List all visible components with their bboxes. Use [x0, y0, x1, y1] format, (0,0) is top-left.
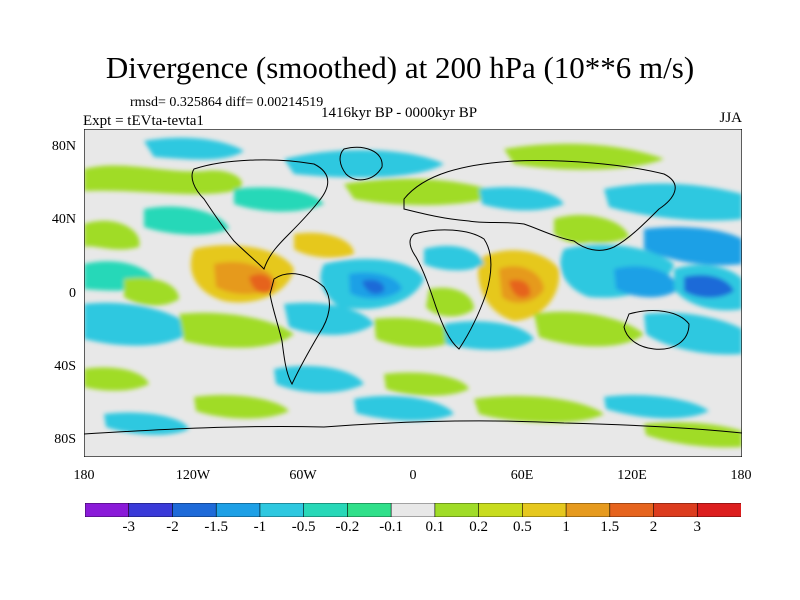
colorbar-swatch: [609, 503, 655, 517]
colorbar-label: 0.1: [425, 519, 445, 535]
lon-label-120w: 120W: [175, 468, 211, 483]
colorbar-label: 0.2: [469, 519, 488, 535]
lon-label-180-east: 180: [730, 468, 752, 483]
colorbar-swatch: [85, 503, 130, 517]
contour-region: [509, 279, 531, 298]
contour-region: [294, 232, 354, 258]
contour-region: [144, 137, 244, 160]
colorbar-label: 2: [649, 519, 658, 535]
south-america-outline: [269, 273, 330, 386]
colorbar-label: -0.2: [335, 519, 360, 535]
colorbar-swatch: [303, 503, 349, 517]
colorbar-swatch: [347, 503, 392, 517]
lat-label-40s: 40S: [54, 359, 76, 374]
plot-title: Divergence (smoothed) at 200 hPa (10**6 …: [105, 50, 695, 85]
lat-label-80n: 80N: [51, 139, 76, 154]
colorbar-label: -0.1: [379, 519, 403, 535]
lon-label-60e: 60E: [510, 468, 534, 483]
contour-region: [284, 149, 444, 178]
contour-region: [124, 277, 179, 306]
contour-fields: [84, 137, 742, 448]
africa-outline: [409, 229, 492, 350]
contour-region: [362, 279, 385, 294]
coastlines: [84, 146, 742, 435]
colorbar-label: -1: [253, 519, 267, 535]
contour-region: [284, 302, 374, 335]
colorbar-label: -3: [122, 519, 135, 535]
contour-region: [84, 367, 149, 391]
colorbar-swatch: [390, 503, 436, 517]
period-label: 1416kyr BP - 0000kyr BP: [321, 105, 478, 121]
contour-region: [479, 187, 564, 211]
lat-label-40n: 40N: [51, 212, 76, 227]
colorbar-swatch: [215, 503, 261, 517]
colorbar-swatch: [172, 503, 218, 517]
contour-region: [444, 321, 534, 350]
contour-region: [144, 206, 229, 235]
colorbar: [85, 503, 741, 517]
contour-region: [274, 365, 364, 393]
colorbar-label: -0.5: [291, 519, 316, 535]
experiment-label: Expt = tEVta-tevta1: [83, 113, 204, 129]
contour-region: [84, 165, 243, 195]
eurasia-outline: [403, 160, 676, 251]
contour-region: [234, 187, 324, 212]
divergence-map: [84, 129, 742, 457]
colorbar-swatch: [478, 503, 524, 517]
contour-region: [344, 178, 504, 206]
colorbar-swatch: [696, 503, 741, 517]
colorbar-swatch: [434, 503, 480, 517]
colorbar-label: 1: [562, 519, 570, 535]
contour-region: [684, 274, 734, 298]
lat-label-80s: 80S: [54, 432, 76, 447]
contour-region: [424, 245, 484, 271]
colorbar-swatch: [565, 503, 611, 517]
colorbar-swatch: [259, 503, 305, 517]
north-america-outline: [191, 159, 329, 270]
stats-text: rmsd= 0.325864 diff= 0.00214519: [130, 95, 324, 110]
greenland-outline: [339, 146, 383, 181]
colorbar-swatch: [522, 503, 567, 517]
season-label: JJA: [719, 110, 742, 126]
australia-outline: [623, 310, 690, 350]
contour-region: [614, 266, 679, 298]
contour-region: [644, 312, 742, 355]
lon-label-180-west: 180: [73, 468, 95, 483]
lon-label-120e: 120E: [617, 468, 647, 483]
contour-region: [504, 143, 664, 170]
contour-region: [84, 302, 194, 346]
colorbar-label: -2: [166, 519, 179, 535]
lon-label-60w: 60W: [289, 468, 317, 483]
contour-region: [534, 311, 644, 347]
colorbar-label: 0.5: [512, 519, 532, 535]
colorbar-label: 1.5: [600, 519, 620, 535]
contour-region: [644, 227, 742, 266]
contour-region: [84, 220, 140, 250]
contour-region: [194, 394, 289, 419]
antarctica-outline: [84, 420, 742, 435]
colorbar-label: -1.5: [204, 519, 229, 535]
contour-region: [384, 372, 469, 396]
colorbar-swatch: [653, 503, 699, 517]
contour-region: [604, 183, 742, 221]
lat-label-0: 0: [69, 286, 76, 301]
contour-region: [644, 422, 742, 448]
colorbar-swatch: [128, 503, 174, 517]
contour-region: [354, 395, 454, 421]
contour-region: [249, 274, 273, 294]
contour-region: [179, 312, 294, 348]
lon-label-0: 0: [409, 468, 417, 483]
contour-region: [604, 394, 709, 419]
contour-region: [474, 395, 604, 423]
contour-region: [426, 287, 474, 317]
contour-region: [374, 317, 459, 348]
colorbar-label: 3: [693, 519, 702, 535]
